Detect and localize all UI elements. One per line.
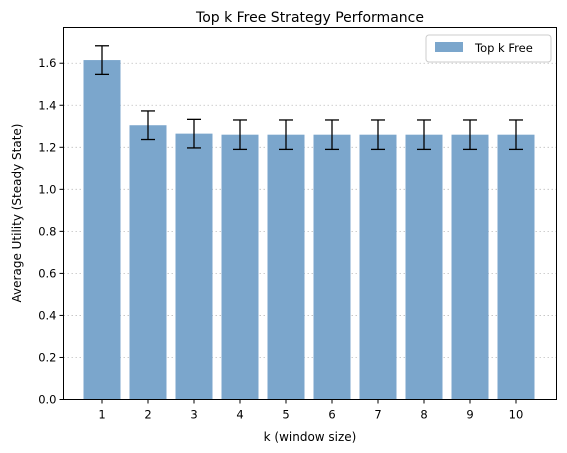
legend: Top k Free [425,34,552,63]
error-bars-group [95,45,523,151]
plot-frame [63,27,557,400]
bar [405,134,443,400]
legend-label: Top k Free [474,41,533,55]
x-tick-label: 5 [282,408,289,422]
bar [175,133,213,400]
y-axis-ticks: 0.0 0.2 0.4 0.6 0.8 1.0 1.2 1.4 1.6 [38,56,64,407]
y-tick-label: 0.0 [38,393,56,407]
x-axis-ticks: 1 2 3 4 5 6 7 8 9 10 [98,399,524,422]
bar [221,134,259,400]
bar [83,60,121,400]
x-tick-label: 6 [328,408,335,422]
x-tick-label: 3 [190,408,197,422]
y-tick-label: 0.2 [38,350,56,364]
chart-title: Top k Free Strategy Performance [195,10,424,26]
bar [451,134,489,400]
x-tick-label: 9 [466,408,473,422]
bar [497,134,535,400]
bar [129,125,167,400]
bars-group [83,60,535,400]
y-tick-label: 1.0 [38,182,56,196]
y-tick-label: 0.4 [38,308,56,322]
bar [359,134,397,400]
legend-swatch [435,42,463,52]
y-tick-label: 0.6 [38,266,56,280]
legend-box [425,34,552,63]
y-tick-label: 0.8 [38,224,56,238]
x-tick-label: 8 [420,408,427,422]
y-tick-label: 1.2 [38,140,56,154]
x-tick-label: 7 [374,408,381,422]
y-tick-label: 1.4 [38,98,56,112]
x-axis-label: k (window size) [264,430,357,444]
x-tick-label: 10 [509,408,524,422]
y-tick-label: 1.6 [38,56,56,70]
bar [267,134,305,400]
x-tick-label: 2 [144,408,151,422]
bar [313,134,351,400]
x-tick-label: 4 [236,408,243,422]
x-tick-label: 1 [98,408,105,422]
y-axis-label: Average Utility (Steady State) [10,124,24,303]
